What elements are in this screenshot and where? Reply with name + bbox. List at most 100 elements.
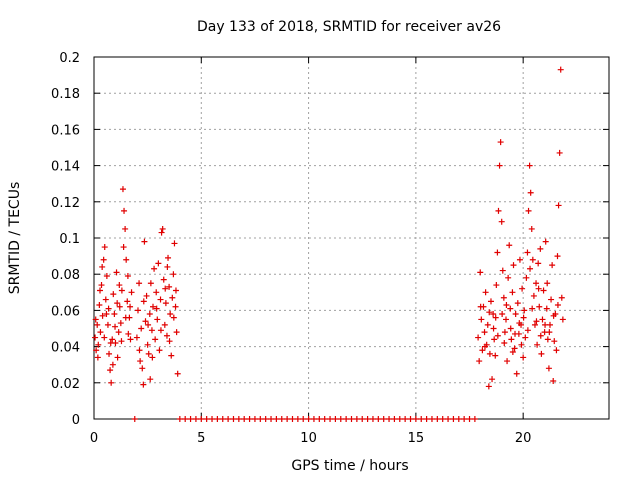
data-point: [109, 336, 116, 343]
data-point: [428, 416, 435, 422]
data-point: [337, 416, 344, 422]
data-point: [98, 282, 105, 289]
data-point: [466, 416, 473, 422]
data-point: [455, 416, 462, 422]
data-point: [509, 349, 516, 356]
data-point: [520, 314, 527, 321]
y-tick-label: 0.04: [51, 341, 80, 356]
data-point: [284, 416, 291, 422]
data-point: [143, 292, 150, 299]
data-point: [500, 294, 507, 301]
data-point: [310, 416, 317, 422]
data-point: [251, 416, 258, 422]
data-point: [137, 358, 144, 365]
data-point: [157, 327, 164, 334]
data-point: [512, 330, 519, 337]
data-point: [492, 352, 499, 359]
data-point: [503, 316, 509, 323]
data-point: [92, 316, 99, 323]
data-point: [539, 316, 546, 323]
data-point: [241, 416, 248, 422]
data-point: [121, 207, 128, 214]
data-point: [486, 309, 493, 316]
data-point: [380, 416, 387, 422]
data-point: [162, 285, 169, 292]
data-point: [450, 416, 457, 422]
data-point: [102, 296, 109, 303]
data-point: [158, 229, 165, 236]
data-point: [537, 245, 544, 252]
data-point: [503, 301, 510, 308]
data-point: [375, 416, 382, 422]
data-point: [494, 249, 501, 256]
data-point: [103, 273, 110, 280]
data-point: [100, 256, 107, 263]
data-point: [486, 350, 493, 357]
data-point: [278, 416, 285, 422]
data-point: [115, 329, 122, 336]
data-point: [484, 321, 491, 328]
data-point: [106, 350, 113, 357]
data-point: [114, 300, 121, 307]
data-point: [492, 314, 499, 321]
data-point: [203, 416, 210, 422]
axis-ticks: 0 0.02 0.04 0.06 0.08 0.1 0.12 0.14 0.16 0.18 0.2 0…: [51, 51, 609, 446]
data-point: [558, 294, 565, 301]
data-point: [97, 287, 104, 294]
y-tick-label: 0.16: [51, 123, 80, 138]
data-point: [140, 298, 147, 305]
data-point: [531, 321, 538, 328]
data-point: [499, 311, 506, 318]
y-tick-label: 0.1: [59, 232, 80, 247]
data-point: [225, 416, 232, 422]
data-point: [506, 242, 513, 249]
data-point: [124, 298, 131, 305]
data-point: [192, 416, 199, 422]
data-point: [555, 202, 562, 209]
data-point: [512, 311, 519, 318]
data-point: [127, 336, 134, 343]
data-point: [534, 341, 541, 348]
data-point: [94, 354, 101, 361]
data-point: [499, 267, 506, 274]
data-point: [147, 280, 154, 287]
data-point: [170, 271, 177, 278]
data-point: [493, 282, 500, 289]
data-point: [294, 416, 301, 422]
x-tick-label: 20: [515, 431, 532, 446]
data-point: [501, 329, 508, 336]
data-point: [504, 358, 511, 365]
data-point: [386, 416, 393, 422]
data-point: [439, 416, 446, 422]
data-point: [402, 416, 409, 422]
data-point: [542, 238, 549, 245]
data-point: [112, 323, 119, 330]
data-point: [93, 347, 100, 354]
data-point: [150, 303, 157, 310]
data-point: [300, 416, 307, 422]
data-point: [171, 240, 178, 247]
data-point: [257, 416, 264, 422]
data-point: [173, 329, 180, 336]
data-point: [501, 339, 508, 346]
data-point: [124, 273, 131, 280]
data-point: [418, 416, 425, 422]
data-point: [554, 301, 561, 308]
data-point: [507, 305, 514, 312]
data-point: [92, 334, 99, 341]
data-point: [122, 314, 129, 321]
data-point: [170, 314, 177, 321]
data-point: [113, 269, 120, 276]
data-points: [92, 66, 566, 422]
y-tick-label: 0.12: [51, 196, 80, 211]
data-point: [543, 305, 550, 312]
data-point: [125, 330, 132, 337]
data-point: [141, 238, 148, 245]
data-point: [505, 274, 512, 281]
data-point: [529, 256, 536, 263]
data-point: [122, 225, 129, 232]
data-point: [476, 358, 483, 365]
data-point: [118, 338, 125, 345]
data-point: [123, 256, 130, 263]
data-point: [148, 327, 155, 334]
